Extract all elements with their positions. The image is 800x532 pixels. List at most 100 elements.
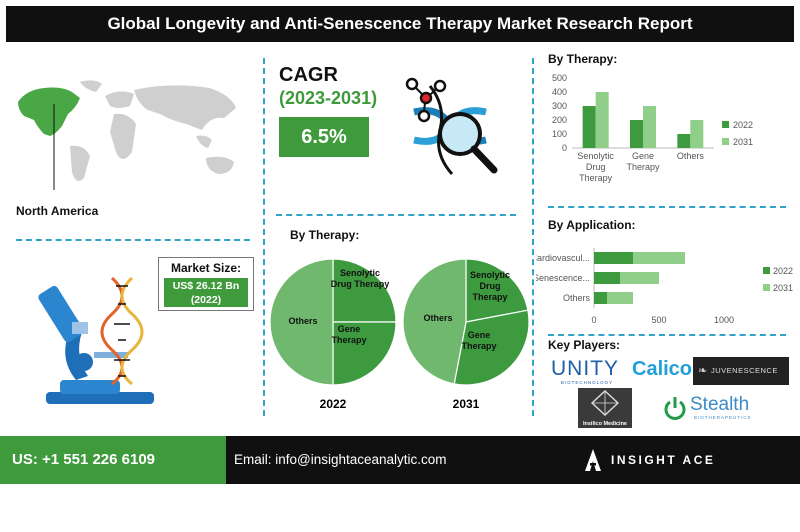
cagr-label: CAGR (279, 64, 338, 86)
cagr-period: (2023-2031) (279, 88, 378, 108)
pie-label-line: Therapy (331, 335, 366, 345)
y-tick-label: 200 (552, 115, 567, 125)
footer-phone: US: +1 551 226 6109 (0, 436, 226, 484)
logo-calico: Calico (632, 358, 693, 380)
pie-label-line: Senolytic (470, 270, 510, 280)
x-tick-line: Therapy (626, 162, 660, 172)
y-tick-label: 500 (552, 73, 567, 83)
pie-label-line: Therapy (461, 341, 496, 351)
pie-label-line: Others (288, 316, 317, 326)
hbar-2022 (594, 252, 633, 264)
logo-unity-sub: BIOTECHNOLOGY (560, 380, 614, 385)
logo-stealth-sub: BIOTHERAPEUTICS (694, 415, 752, 420)
hbar-2031 (607, 292, 633, 304)
legend-label: 2022 (773, 266, 793, 276)
legend-label: 2031 (773, 283, 793, 293)
legend-label: 2022 (733, 120, 753, 130)
north-america-highlight (18, 87, 80, 136)
bar-2031 (690, 120, 704, 148)
logo-unity-text: UNITY (551, 357, 619, 380)
pie-year-label: 2022 (320, 397, 347, 411)
x-tick-line: Gene (632, 151, 654, 161)
x-tick-line: Therapy (579, 173, 613, 183)
legend-swatch (763, 284, 770, 291)
pie-slice (269, 258, 334, 386)
title-bar: Global Longevity and Anti-Senescence The… (0, 0, 800, 44)
divider-mid-h (276, 214, 516, 216)
logo-insilico-text: Insilico Medicine (582, 421, 627, 427)
page-title: Global Longevity and Anti-Senescence The… (6, 6, 794, 42)
y-tick-label: Senescence... (536, 273, 590, 283)
x-tick-label: 1000 (714, 315, 734, 325)
y-tick-label: 0 (562, 143, 567, 153)
pie-slice (465, 258, 529, 323)
logo-insilico: Insilico Medicine (578, 388, 632, 428)
footer-contact: Email: info@insightaceanalytic.com INSIG… (226, 436, 800, 515)
pie-section-title: By Therapy: (290, 228, 360, 242)
application-bar-chart: Cardiovascul... Senescence... Others 0 500 10… (536, 248, 793, 325)
pie-slice-label: Senolytic Drug Therapy (331, 268, 390, 289)
flame-icon: ❧ (698, 365, 708, 377)
y-tick-label: 400 (552, 87, 567, 97)
x-tick-label: 500 (651, 315, 666, 325)
pie-slice (402, 258, 467, 385)
logo-stealth-text: Stealth (690, 394, 750, 415)
bar-2022 (630, 120, 643, 148)
y-tick-label: Others (563, 293, 591, 303)
logo-unity: UNITY BIOTECHNOLOGY (551, 357, 623, 386)
divider-left-h (16, 239, 250, 241)
hbar-2031 (633, 252, 685, 264)
divider-right (532, 58, 534, 416)
pie-slice (332, 321, 397, 386)
infographic: Global Longevity and Anti-Senescence The… (0, 0, 800, 515)
pie-slice-label: Others (423, 313, 452, 323)
bar-2031 (643, 106, 656, 148)
microscope-dna-illustration (38, 276, 154, 404)
y-tick-label: 100 (552, 129, 567, 139)
pie-slice (453, 309, 530, 386)
hbar-2022 (594, 272, 620, 284)
cagr-value: 6.5% (301, 126, 347, 148)
x-tick-line: Senolytic (577, 151, 614, 161)
pie-slice-label: Gene Therapy (461, 330, 496, 351)
pie-slice-label: Others (288, 316, 317, 326)
x-tick-line: Drug (586, 162, 606, 172)
pie-slice-label: Gene Therapy (331, 324, 366, 345)
email-text: Email: info@insightaceanalytic.com (234, 452, 447, 467)
market-size-label: Market Size: (170, 261, 242, 275)
logo-stealth: Stealth BIOTHERAPEUTICS (664, 394, 774, 424)
logo-juvenescence-text: JUVENESCENCE (711, 366, 778, 375)
legend-swatch (722, 121, 729, 128)
hbar-2022 (594, 292, 607, 304)
pie-label-line: Others (423, 313, 452, 323)
divider-left (263, 58, 265, 416)
market-size-value-box: US$ 26.12 Bn (2022) (164, 278, 248, 307)
divider-right-h2 (548, 334, 786, 336)
bar-2022 (582, 106, 596, 148)
phone-text: US: +1 551 226 6109 (12, 451, 156, 468)
bar-2031 (595, 92, 609, 148)
cagr-value-box: 6.5% (279, 117, 369, 157)
legend-swatch (763, 267, 770, 274)
brand-text: INSIGHT ACE ANALYTIC (611, 453, 716, 515)
hbar-section-title: By Application: (548, 218, 636, 232)
market-size-value: US$ 26.12 Bn (172, 280, 240, 292)
key-players-title: Key Players: (548, 338, 621, 352)
x-tick-line: Others (677, 151, 705, 161)
bar-section-title: By Therapy: (548, 52, 618, 66)
pie-label-line: Drug (480, 281, 501, 291)
brand-logo-icon (585, 449, 601, 471)
y-tick-label: 300 (552, 101, 567, 111)
y-tick-label: Cardiovascul... (536, 253, 590, 263)
region-label: North America (16, 204, 99, 218)
legend-swatch (722, 138, 729, 145)
pie-label-line: Therapy (472, 292, 507, 302)
pie-label-line: Gene (468, 330, 491, 340)
market-size-box: Market Size: US$ 26.12 Bn (2022) (158, 257, 254, 311)
x-tick-label: Senolytic Drug Therapy (577, 151, 614, 183)
pie-label-line: Drug Therapy (331, 279, 390, 289)
pie-label-line: Senolytic (340, 268, 380, 278)
pie-label-line: Gene (338, 324, 361, 334)
legend-label: 2031 (733, 137, 753, 147)
